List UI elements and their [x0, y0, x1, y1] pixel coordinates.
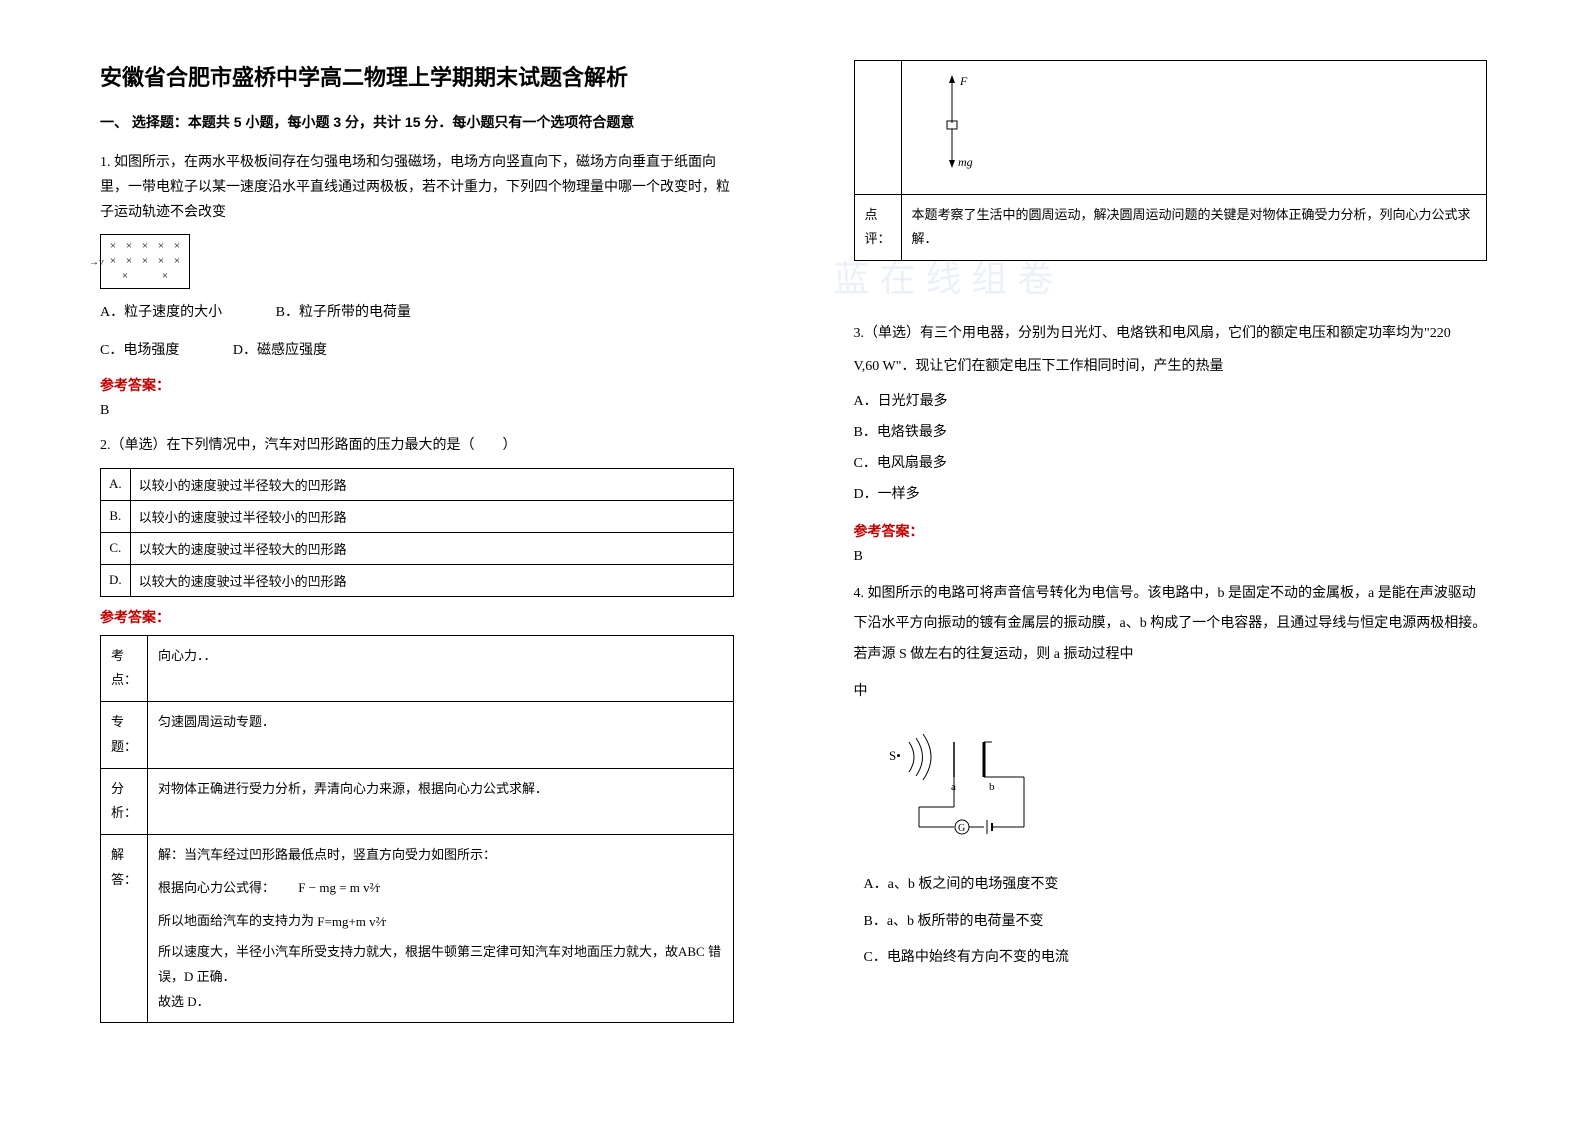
velocity-label: →v	[89, 257, 103, 268]
svg-text:b: b	[989, 781, 995, 793]
table-row: B.以较小的速度驶过半径较小的凹形路	[101, 500, 734, 532]
q2-answer-label: 参考答案：	[100, 607, 734, 627]
q4-options: A．a、b 板之间的电场强度不变 B．a、b 板所带的电荷量不变 C．电路中始终…	[864, 867, 1488, 976]
q1-answer: B	[100, 403, 734, 419]
q1-opt-b: B．粒子所带的电荷量	[276, 299, 411, 327]
left-column: 安徽省合肥市盛桥中学高二物理上学期期末试题含解析 一、 选择题：本题共 5 小题…	[0, 0, 794, 1122]
table-row: C.以较大的速度驶过半径较大的凹形路	[101, 532, 734, 564]
q2-stem: 2.（单选）在下列情况中，汽车对凹形路面的压力最大的是（ ）	[100, 433, 734, 458]
q4-opt-a: A．a、b 板之间的电场强度不变	[864, 867, 1488, 903]
svg-text:G: G	[958, 823, 965, 834]
svg-text:F: F	[959, 74, 968, 88]
right-column: F mg 点评： 本题考察了生活中的圆周运动，解决圆周运动问题的关键是对物体正确…	[794, 0, 1587, 1122]
section-header: 一、 选择题：本题共 5 小题，每小题 3 分，共计 15 分．每小题只有一个选…	[100, 112, 734, 132]
doc-title: 安徽省合肥市盛桥中学高二物理上学期期末试题含解析	[100, 60, 734, 92]
q3-answer: B	[854, 549, 1488, 565]
formula2: F=mg+m v²⁄r	[317, 910, 386, 935]
q3-stem1: 3.（单选）有三个用电器，分别为日光灯、电烙铁和电风扇，它们的额定电压和额定功率…	[854, 321, 1488, 346]
q1-answer-label: 参考答案：	[100, 375, 734, 395]
q1-opt-c: C．电场强度	[100, 337, 179, 365]
table-row: F mg	[854, 61, 1487, 195]
table-row: 点评： 本题考察了生活中的圆周运动，解决圆周运动问题的关键是对物体正确受力分析，…	[854, 194, 1487, 260]
q2-analysis-table: 考点：向心力．． 专题：匀速圆周运动专题． 分析：对物体正确进行受力分析，弄清向…	[100, 635, 734, 1024]
q1-opt-a: A．粒子速度的大小	[100, 299, 222, 327]
q3-opt-d: D．一样多	[854, 480, 1488, 511]
table-row: A.以较小的速度驶过半径较大的凹形路	[101, 468, 734, 500]
q3-stem2: V,60 W"．现让它们在额定电压下工作相同时间，产生的热量	[854, 354, 1488, 379]
q2-solution-cell: 解：当汽车经过凹形路最低点时，竖直方向受力如图所示： 根据向心力公式得： F −…	[148, 834, 734, 1022]
q4-opt-c: C．电路中始终有方向不变的电流	[864, 940, 1488, 976]
svg-text:S•: S•	[889, 748, 901, 763]
q2-options-table: A.以较小的速度驶过半径较大的凹形路 B.以较小的速度驶过半径较小的凹形路 C.…	[100, 468, 734, 597]
force-diagram-icon: F mg	[932, 73, 992, 173]
formula1: F − mg = m v²⁄r	[298, 876, 380, 901]
q1-options-ab: A．粒子速度的大小 B．粒子所带的电荷量	[100, 299, 734, 327]
q3-answer-label: 参考答案：	[854, 521, 1488, 541]
q1-stem: 1. 如图所示，在两水平极板间存在匀强电场和匀强磁场，电场方向竖直向下，磁场方向…	[100, 150, 734, 226]
page-container: 安徽省合肥市盛桥中学高二物理上学期期末试题含解析 一、 选择题：本题共 5 小题…	[0, 0, 1587, 1122]
q2-force-table: F mg 点评： 本题考察了生活中的圆周运动，解决圆周运动问题的关键是对物体正确…	[854, 60, 1488, 261]
table-row: 专题：匀速圆周运动专题．	[101, 702, 734, 768]
table-row: D.以较大的速度驶过半径较小的凹形路	[101, 564, 734, 596]
q4-opt-b: B．a、b 板所带的电荷量不变	[864, 904, 1488, 940]
q1-options-cd: C．电场强度 D．磁感应强度	[100, 337, 734, 365]
q4-stem: 4. 如图所示的电路可将声音信号转化为电信号。该电路中，b 是固定不动的金属板，…	[854, 579, 1488, 671]
q4-circuit-icon: S• a b G	[884, 732, 1064, 842]
q3-opt-a: A．日光灯最多	[854, 387, 1488, 418]
q3-opt-b: B．电烙铁最多	[854, 418, 1488, 449]
table-row: 分析：对物体正确进行受力分析，弄清向心力来源，根据向心力公式求解．	[101, 768, 734, 834]
q4-stemtail: 中	[854, 679, 1488, 704]
q3-opt-c: C．电风扇最多	[854, 449, 1488, 480]
q1-figure: →v ×××× ×××× ××××	[100, 234, 190, 289]
table-row: 解答： 解：当汽车经过凹形路最低点时，竖直方向受力如图所示： 根据向心力公式得：…	[101, 834, 734, 1022]
q3-options: A．日光灯最多 B．电烙铁最多 C．电风扇最多 D．一样多	[854, 387, 1488, 510]
table-row: 考点：向心力．．	[101, 635, 734, 701]
svg-text:mg: mg	[958, 155, 973, 169]
q1-opt-d: D．磁感应强度	[233, 337, 327, 365]
